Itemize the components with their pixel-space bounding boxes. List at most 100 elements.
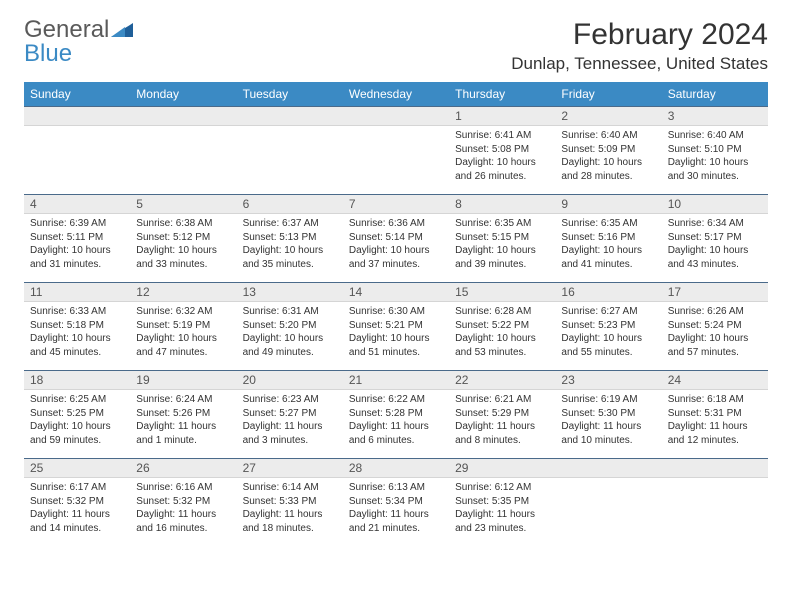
sunset-text: Sunset: 5:30 PM	[561, 407, 655, 421]
calendar-cell: 7Sunrise: 6:36 AMSunset: 5:14 PMDaylight…	[343, 194, 449, 282]
day-number: 11	[24, 282, 130, 302]
calendar-cell: 8Sunrise: 6:35 AMSunset: 5:15 PMDaylight…	[449, 194, 555, 282]
sunrise-text: Sunrise: 6:31 AM	[243, 305, 337, 319]
dayname-header: Saturday	[662, 82, 768, 106]
day-body: Sunrise: 6:30 AMSunset: 5:21 PMDaylight:…	[343, 302, 449, 365]
location-text: Dunlap, Tennessee, United States	[511, 54, 768, 74]
day-number: 9	[555, 194, 661, 214]
day-body: Sunrise: 6:22 AMSunset: 5:28 PMDaylight:…	[343, 390, 449, 453]
day-body	[130, 126, 236, 135]
sunset-text: Sunset: 5:11 PM	[30, 231, 124, 245]
sunset-text: Sunset: 5:33 PM	[243, 495, 337, 509]
daylight-text: Daylight: 11 hours and 8 minutes.	[455, 420, 549, 447]
daylight-text: Daylight: 10 hours and 57 minutes.	[668, 332, 762, 359]
day-body: Sunrise: 6:13 AMSunset: 5:34 PMDaylight:…	[343, 478, 449, 541]
sunset-text: Sunset: 5:22 PM	[455, 319, 549, 333]
calendar-cell: 2Sunrise: 6:40 AMSunset: 5:09 PMDaylight…	[555, 106, 661, 194]
sunrise-text: Sunrise: 6:35 AM	[455, 217, 549, 231]
sunrise-text: Sunrise: 6:14 AM	[243, 481, 337, 495]
day-number: 22	[449, 370, 555, 390]
daylight-text: Daylight: 11 hours and 21 minutes.	[349, 508, 443, 535]
calendar-cell: 5Sunrise: 6:38 AMSunset: 5:12 PMDaylight…	[130, 194, 236, 282]
daylight-text: Daylight: 11 hours and 18 minutes.	[243, 508, 337, 535]
daylight-text: Daylight: 11 hours and 1 minute.	[136, 420, 230, 447]
sunset-text: Sunset: 5:24 PM	[668, 319, 762, 333]
day-body: Sunrise: 6:18 AMSunset: 5:31 PMDaylight:…	[662, 390, 768, 453]
dayname-header: Tuesday	[237, 82, 343, 106]
day-body	[662, 478, 768, 487]
brand-triangle-icon	[111, 24, 133, 41]
sunset-text: Sunset: 5:21 PM	[349, 319, 443, 333]
daylight-text: Daylight: 11 hours and 23 minutes.	[455, 508, 549, 535]
day-body: Sunrise: 6:33 AMSunset: 5:18 PMDaylight:…	[24, 302, 130, 365]
sunset-text: Sunset: 5:35 PM	[455, 495, 549, 509]
daylight-text: Daylight: 10 hours and 37 minutes.	[349, 244, 443, 271]
daylight-text: Daylight: 10 hours and 41 minutes.	[561, 244, 655, 271]
page-header: General Blue February 2024 Dunlap, Tenne…	[24, 18, 768, 74]
brand-word-1: General	[24, 16, 109, 43]
daylight-text: Daylight: 11 hours and 6 minutes.	[349, 420, 443, 447]
sunrise-text: Sunrise: 6:34 AM	[668, 217, 762, 231]
daylight-text: Daylight: 10 hours and 35 minutes.	[243, 244, 337, 271]
calendar-cell	[555, 458, 661, 546]
sunrise-text: Sunrise: 6:35 AM	[561, 217, 655, 231]
sunset-text: Sunset: 5:12 PM	[136, 231, 230, 245]
sunrise-text: Sunrise: 6:12 AM	[455, 481, 549, 495]
day-number	[662, 458, 768, 478]
daylight-text: Daylight: 10 hours and 59 minutes.	[30, 420, 124, 447]
calendar-cell: 12Sunrise: 6:32 AMSunset: 5:19 PMDayligh…	[130, 282, 236, 370]
daylight-text: Daylight: 11 hours and 3 minutes.	[243, 420, 337, 447]
sunrise-text: Sunrise: 6:38 AM	[136, 217, 230, 231]
day-body: Sunrise: 6:21 AMSunset: 5:29 PMDaylight:…	[449, 390, 555, 453]
day-number: 17	[662, 282, 768, 302]
calendar-cell: 16Sunrise: 6:27 AMSunset: 5:23 PMDayligh…	[555, 282, 661, 370]
day-number: 1	[449, 106, 555, 126]
calendar-cell	[24, 106, 130, 194]
sunrise-text: Sunrise: 6:33 AM	[30, 305, 124, 319]
day-number: 23	[555, 370, 661, 390]
day-number: 5	[130, 194, 236, 214]
day-number: 16	[555, 282, 661, 302]
daylight-text: Daylight: 10 hours and 47 minutes.	[136, 332, 230, 359]
day-body	[237, 126, 343, 135]
sunrise-text: Sunrise: 6:13 AM	[349, 481, 443, 495]
sunset-text: Sunset: 5:10 PM	[668, 143, 762, 157]
sunrise-text: Sunrise: 6:30 AM	[349, 305, 443, 319]
day-body: Sunrise: 6:35 AMSunset: 5:15 PMDaylight:…	[449, 214, 555, 277]
daylight-text: Daylight: 10 hours and 39 minutes.	[455, 244, 549, 271]
calendar-cell: 26Sunrise: 6:16 AMSunset: 5:32 PMDayligh…	[130, 458, 236, 546]
sunset-text: Sunset: 5:32 PM	[30, 495, 124, 509]
day-number	[24, 106, 130, 126]
day-body: Sunrise: 6:27 AMSunset: 5:23 PMDaylight:…	[555, 302, 661, 365]
sunrise-text: Sunrise: 6:40 AM	[561, 129, 655, 143]
calendar-cell: 4Sunrise: 6:39 AMSunset: 5:11 PMDaylight…	[24, 194, 130, 282]
sunset-text: Sunset: 5:17 PM	[668, 231, 762, 245]
day-body: Sunrise: 6:40 AMSunset: 5:09 PMDaylight:…	[555, 126, 661, 189]
sunset-text: Sunset: 5:29 PM	[455, 407, 549, 421]
day-body: Sunrise: 6:16 AMSunset: 5:32 PMDaylight:…	[130, 478, 236, 541]
calendar-cell: 23Sunrise: 6:19 AMSunset: 5:30 PMDayligh…	[555, 370, 661, 458]
sunrise-text: Sunrise: 6:19 AM	[561, 393, 655, 407]
calendar-cell: 19Sunrise: 6:24 AMSunset: 5:26 PMDayligh…	[130, 370, 236, 458]
sunset-text: Sunset: 5:14 PM	[349, 231, 443, 245]
day-body: Sunrise: 6:23 AMSunset: 5:27 PMDaylight:…	[237, 390, 343, 453]
daylight-text: Daylight: 10 hours and 28 minutes.	[561, 156, 655, 183]
calendar-cell: 27Sunrise: 6:14 AMSunset: 5:33 PMDayligh…	[237, 458, 343, 546]
daylight-text: Daylight: 10 hours and 53 minutes.	[455, 332, 549, 359]
calendar-cell: 28Sunrise: 6:13 AMSunset: 5:34 PMDayligh…	[343, 458, 449, 546]
day-number: 3	[662, 106, 768, 126]
calendar-cell: 17Sunrise: 6:26 AMSunset: 5:24 PMDayligh…	[662, 282, 768, 370]
day-number: 21	[343, 370, 449, 390]
sunrise-text: Sunrise: 6:17 AM	[30, 481, 124, 495]
calendar-week-row: 4Sunrise: 6:39 AMSunset: 5:11 PMDaylight…	[24, 194, 768, 282]
day-number: 8	[449, 194, 555, 214]
calendar-cell: 13Sunrise: 6:31 AMSunset: 5:20 PMDayligh…	[237, 282, 343, 370]
brand-word-2: Blue	[24, 40, 72, 67]
day-number: 10	[662, 194, 768, 214]
day-number: 18	[24, 370, 130, 390]
sunrise-text: Sunrise: 6:39 AM	[30, 217, 124, 231]
day-body: Sunrise: 6:12 AMSunset: 5:35 PMDaylight:…	[449, 478, 555, 541]
daylight-text: Daylight: 10 hours and 49 minutes.	[243, 332, 337, 359]
calendar-week-row: 11Sunrise: 6:33 AMSunset: 5:18 PMDayligh…	[24, 282, 768, 370]
month-title: February 2024	[511, 18, 768, 52]
